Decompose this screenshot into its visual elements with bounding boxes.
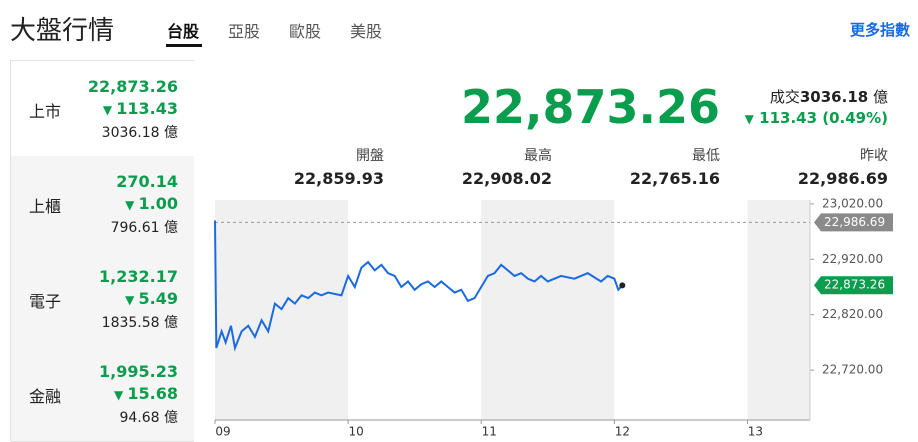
volume-value: 3036.18 [799,88,869,106]
change-value: 113.43 (0.49%) [759,109,888,127]
index-list: 上市 22,873.26 ▼ 113.43 3036.18 億上櫃 270.14 ▼ 1.… [10,60,194,442]
index-value: 1,995.23 [99,362,178,381]
x-tick-label: 09 [215,425,230,439]
price-tag [814,276,893,295]
tab[interactable]: 台股 [167,22,200,41]
stat-value: 22,765.16 [629,169,720,188]
stat: 最高 22,908.02 [402,145,552,188]
stat-label: 最低 [692,148,720,164]
x-tick-label: 10 [348,425,363,439]
stat-value: 22,986.69 [797,169,888,188]
y-tick-label: 22,920.00 [822,252,883,266]
down-arrow: ▼ [125,198,139,212]
volume: 成交3036.18 億 [770,86,888,107]
price-line [214,220,624,352]
index-name: 上櫃 [29,197,62,216]
index-row[interactable]: 上櫃 270.14 ▼ 1.00 796.61 億 [11,156,194,252]
index-change: ▼ 1.00 [125,194,178,213]
index-change: ▼ 5.49 [125,289,178,308]
index-volume: 1835.58 億 [101,315,178,331]
tab[interactable]: 亞股 [228,22,261,41]
stat-value: 22,859.93 [293,169,384,188]
stat: 昨收 22,986.69 [738,145,888,188]
stat-label: 最高 [524,148,552,164]
volume-unit: 億 [872,88,888,106]
session-band [747,200,810,420]
session-band [215,200,349,420]
index-value: 22,873.26 [87,77,178,96]
index-volume: 3036.18 億 [101,125,178,141]
index-row[interactable]: 上市 22,873.26 ▼ 113.43 3036.18 億 [11,61,194,157]
change-value: 5.49 [138,289,178,308]
change-value: 1.00 [138,194,178,213]
index-value: 1,232.17 [99,267,178,286]
index-volume: 94.68 億 [119,410,178,426]
index-volume: 796.61 億 [110,220,178,236]
x-tick-label: 13 [748,425,763,439]
tab-underline [166,44,202,47]
price-tag [814,213,893,232]
stat-label: 開盤 [356,148,384,164]
tab[interactable]: 歐股 [289,22,322,41]
y-tick-label: 22,720.00 [822,363,883,377]
stat: 最低 22,765.16 [570,145,720,188]
page-title: 大盤行情 [10,16,115,46]
index-change: ▼ 15.68 [114,384,178,403]
down-arrow: ▼ [744,112,754,126]
x-tick-label: 11 [482,425,497,439]
change: ▼ 113.43 (0.49%) [745,109,888,127]
index-row[interactable]: 電子 1,232.17 ▼ 5.49 1835.58 億 [11,251,194,347]
index-name: 上市 [29,102,62,121]
y-tick-label: 23,020.00 [822,196,883,210]
index-name: 電子 [29,292,62,311]
stat-label: 昨收 [860,148,888,164]
x-tick-label: 12 [615,425,630,439]
last-point [619,282,626,289]
down-arrow: ▼ [113,388,128,402]
down-arrow: ▼ [125,293,139,307]
change-value: 15.68 [127,384,178,403]
index-change: ▼ 113.43 [103,99,178,118]
more-link[interactable]: 更多指數 [849,21,910,39]
stat: 開盤 22,859.93 [234,145,384,188]
tab[interactable]: 美股 [350,22,383,41]
volume-label: 成交 [769,88,800,106]
index-row[interactable]: 金融 1,995.23 ▼ 15.68 94.68 億 [11,346,194,442]
index-value: 270.14 [116,172,178,191]
session-band [481,200,615,420]
price: 22,873.26 [461,80,720,134]
y-tick-label: 22,820.00 [822,307,883,321]
stat-value: 22,908.02 [461,169,552,188]
price-tag-label: 22,986.69 [824,215,885,229]
price-tag-label: 22,873.26 [824,278,885,292]
down-arrow: ▼ [102,103,117,117]
index-name: 金融 [29,387,62,406]
change-value: 113.43 [116,99,178,118]
